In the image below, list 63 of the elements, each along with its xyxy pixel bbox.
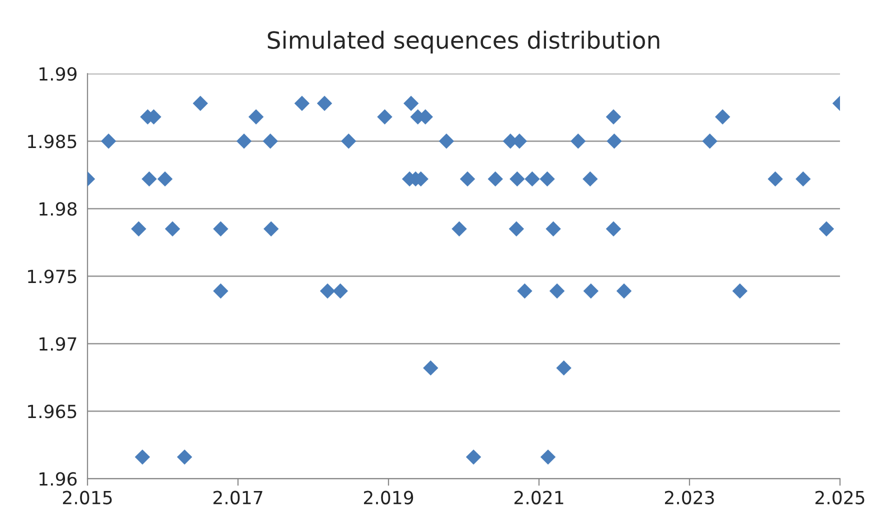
point <box>582 171 598 187</box>
point <box>606 109 622 124</box>
point <box>438 134 454 149</box>
point <box>570 134 586 149</box>
x-tick-label: 2.023 <box>664 490 714 504</box>
point <box>466 449 482 465</box>
point <box>131 221 146 237</box>
point <box>606 221 622 237</box>
y-tick-label: 1.99 <box>40 67 77 81</box>
y-tick-label: 1.985 <box>28 134 76 148</box>
point <box>460 171 476 187</box>
x-tick-label: 2.019 <box>364 490 414 504</box>
point <box>332 283 348 299</box>
point <box>818 221 834 237</box>
y-tick-label: 1.96 <box>40 472 77 486</box>
point <box>157 171 173 187</box>
point <box>546 221 561 237</box>
point <box>488 171 503 187</box>
point <box>192 96 208 111</box>
point <box>524 171 540 187</box>
point <box>540 171 555 187</box>
point <box>616 283 632 299</box>
point <box>517 283 532 299</box>
point <box>452 221 467 237</box>
point <box>134 449 150 465</box>
y-tick-label: 1.975 <box>28 270 76 284</box>
point <box>316 96 332 111</box>
point <box>583 283 599 299</box>
point <box>377 109 392 124</box>
x-tick-label: 2.021 <box>514 490 564 504</box>
point <box>264 221 279 237</box>
point <box>248 109 264 124</box>
point <box>341 134 356 149</box>
point <box>320 283 336 299</box>
point <box>176 449 192 465</box>
point <box>262 134 278 149</box>
point <box>510 171 525 187</box>
point <box>423 360 438 376</box>
y-tick-label: 1.97 <box>40 337 76 351</box>
x-tick-label: 2.025 <box>815 490 864 504</box>
point <box>403 96 419 111</box>
point <box>715 109 730 124</box>
point <box>549 283 565 299</box>
x-tick-label: 2.017 <box>213 490 262 504</box>
point <box>164 221 180 237</box>
point <box>702 134 718 149</box>
point <box>294 96 310 111</box>
point <box>213 283 228 299</box>
chart-title: Simulated sequences distribution <box>268 30 660 54</box>
point <box>540 449 556 465</box>
x-tick-label: 2.015 <box>62 490 112 504</box>
point <box>796 171 811 187</box>
point <box>556 360 572 376</box>
point <box>100 134 116 149</box>
point <box>236 134 252 149</box>
point <box>768 171 783 187</box>
point <box>606 134 622 149</box>
point <box>732 283 748 299</box>
point <box>213 221 228 237</box>
y-tick-label: 1.98 <box>40 202 77 216</box>
point <box>142 171 157 187</box>
point <box>508 221 524 237</box>
y-tick-label: 1.965 <box>28 404 76 418</box>
